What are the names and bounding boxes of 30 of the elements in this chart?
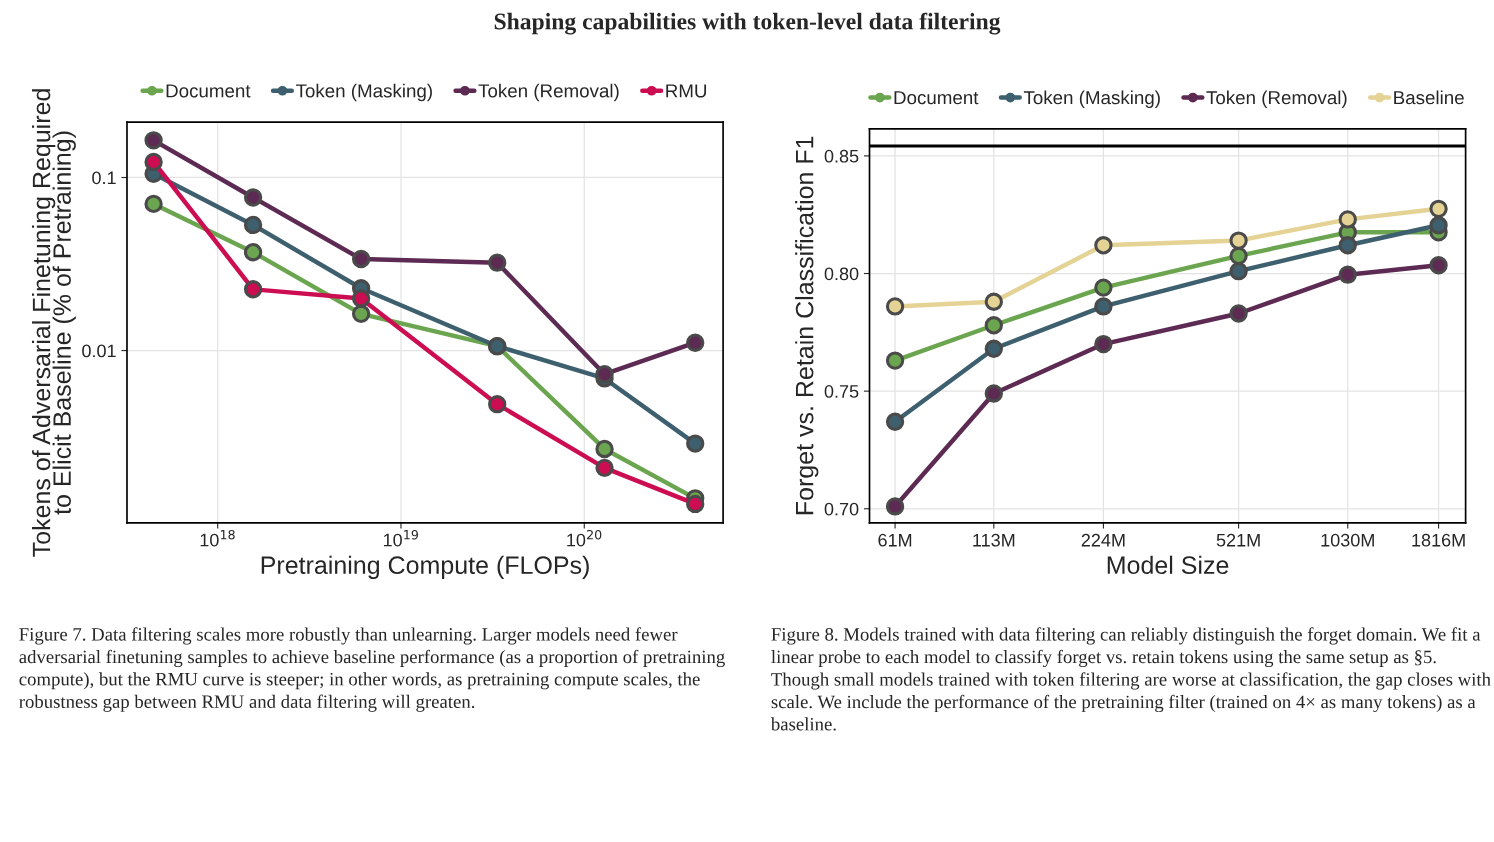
y-tick-label: 0.75 — [824, 385, 859, 398]
y-axis-title: Forget vs. Retain Classification F1 — [795, 136, 819, 515]
x-tick-label: 1030M — [1321, 533, 1374, 547]
legend-label: Token (Masking) — [295, 83, 432, 102]
x-tick-label: 10$^{18}$ — [200, 529, 235, 547]
x-tick-label: 521M — [1216, 533, 1260, 547]
x-tick-label: 61M — [878, 533, 912, 547]
y-axis-title: Tokens of Adversarial Finetuning Required to Elicit Baseline (% of Pretraining) — [31, 89, 76, 557]
y-tick-label: 0.1 — [92, 171, 116, 185]
caption: Figure 8. Models trained with data filtering can reliably distinguish the forget domain. We fit a linear probe to each model to classify forget vs. retain tokens using the same setup as §5. Though small models trained with token filtering are worse at classification, the gap closes with scale. We include the performance of the pretraining filter (trained on 4× as many tokens) as a baseline. — [770, 627, 1491, 731]
legend-label: Baseline — [1394, 90, 1464, 105]
caption: Figure 7. Data filtering scales more robustly than unlearning. Larger models need fewer adversarial finetuning samples to achieve baseline performance (as a proportion of pretraining compute), but the RMU curve is steeper; in other words, as pretraining compute scales, the robustness gap between RMU and data filtering will greaten. — [19, 627, 725, 712]
x-tick-label: 113M — [973, 533, 1015, 547]
x-tick-label: 10$^{20}$ — [567, 529, 602, 547]
x-tick-label: 224M — [1081, 533, 1125, 547]
legend-label: Token (Removal) — [1206, 90, 1347, 108]
y-tick-label: 0.85 — [824, 149, 859, 163]
legend-label: RMU — [666, 84, 707, 98]
y-tick-label: 0.01 — [82, 344, 116, 358]
x-tick-label: 10$^{19}$ — [383, 529, 419, 547]
y-tick-label: 0.80 — [824, 267, 859, 281]
legend-label: Document — [166, 84, 251, 98]
x-axis-title: Model Size — [1107, 555, 1229, 575]
x-axis-title: Pretraining Compute (FLOPs) — [261, 555, 589, 579]
legend-label: Token (Removal) — [478, 83, 619, 102]
legend-label: Token (Masking) — [1023, 90, 1160, 109]
legend-label: Document — [894, 91, 979, 105]
chart-title: Shaping capabilities with token-level data filtering — [494, 12, 1001, 35]
y-tick-label: 0.70 — [824, 502, 859, 516]
x-tick-label: 1816M — [1412, 533, 1465, 547]
